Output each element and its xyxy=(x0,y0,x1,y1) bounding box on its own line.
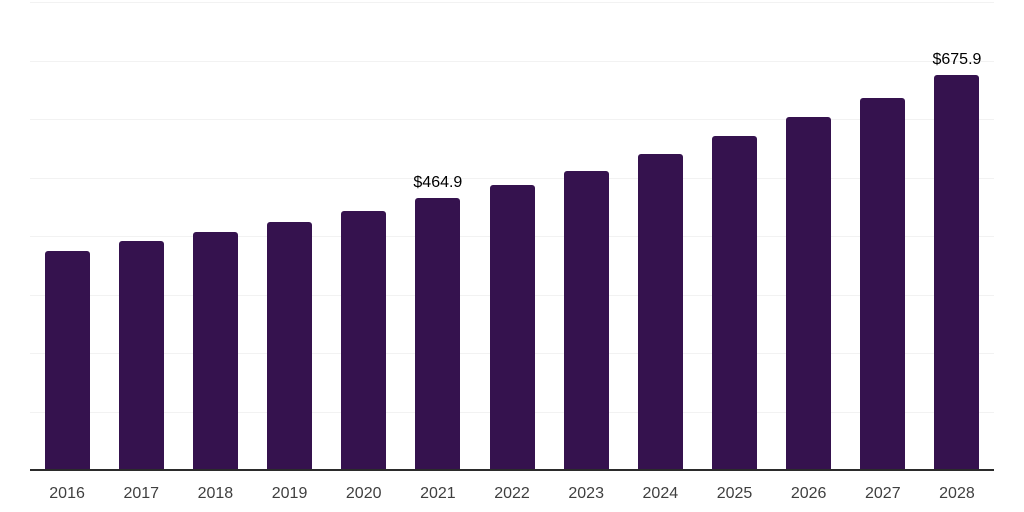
bar-slot: $464.9 xyxy=(401,2,475,470)
gridline xyxy=(30,119,994,120)
bar-slot xyxy=(178,2,252,470)
bar-2022 xyxy=(489,184,535,470)
bar-2018 xyxy=(192,232,238,470)
x-tick-label: 2025 xyxy=(716,485,753,502)
bar-slot xyxy=(697,2,771,470)
gridline xyxy=(30,177,994,179)
x-tick-label: 2021 xyxy=(420,485,456,502)
bar-slot xyxy=(846,2,920,470)
bar-2024 xyxy=(637,154,683,470)
bar-2023 xyxy=(563,170,609,470)
x-tick-label: 2022 xyxy=(494,485,530,502)
bar-2021 xyxy=(415,198,461,470)
bar-value-label: $675.9 xyxy=(932,50,982,68)
x-tick-label: 2026 xyxy=(790,485,827,502)
gridline xyxy=(30,60,994,62)
bar-2025 xyxy=(711,135,757,470)
x-tick-label: 2019 xyxy=(271,485,308,502)
plot-area: $464.9 $675.9 xyxy=(30,2,994,471)
gridline xyxy=(30,2,994,3)
x-tick-label: 2017 xyxy=(123,485,160,502)
x-axis-line xyxy=(30,469,994,471)
bar-value-label: $464.9 xyxy=(413,174,463,191)
x-axis-labels: 2016 2017 2018 2019 2020 2021 2022 2023 2024 2025… xyxy=(30,484,994,504)
bar-slot xyxy=(252,2,326,470)
x-tick-label: 2020 xyxy=(345,485,382,502)
bar-slot xyxy=(475,2,549,470)
bar-slot xyxy=(772,2,846,470)
bar-2017 xyxy=(118,241,164,470)
x-tick-label: 2028 xyxy=(939,485,975,502)
bar-slot xyxy=(623,2,697,470)
bar-2027 xyxy=(860,97,906,470)
bar-2020 xyxy=(341,210,387,470)
bar-slot xyxy=(549,2,623,470)
bar-2026 xyxy=(786,116,832,470)
bar-2028 xyxy=(934,74,980,470)
bar-slot xyxy=(30,2,104,470)
bar-slot xyxy=(327,2,401,470)
bars-container: $464.9 $675.9 xyxy=(30,2,994,470)
x-tick-label: 2027 xyxy=(865,485,901,502)
x-tick-label: 2018 xyxy=(197,485,234,502)
x-tick-label: 2016 xyxy=(49,485,85,502)
bar-2019 xyxy=(267,222,313,470)
bar-slot: $675.9 xyxy=(920,2,994,470)
bar-2016 xyxy=(44,250,90,470)
bar-slot xyxy=(104,2,178,470)
x-tick-label: 2023 xyxy=(568,485,604,502)
x-tick-label: 2024 xyxy=(642,485,679,502)
